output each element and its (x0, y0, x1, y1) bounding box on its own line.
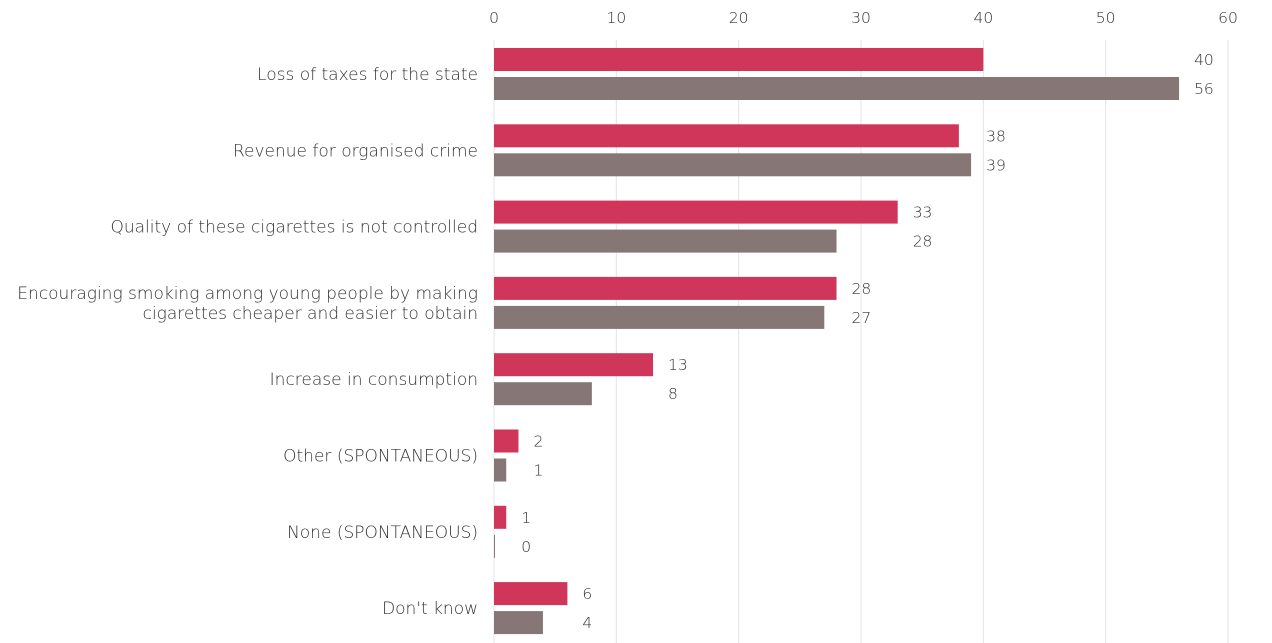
data-label: 33 (913, 204, 933, 222)
bar-series-2 (494, 153, 972, 177)
bar-series-1 (494, 276, 837, 300)
data-label: 56 (1194, 80, 1214, 98)
category-label: Loss of taxes for the state (257, 65, 478, 85)
bar-series-2 (494, 305, 825, 329)
x-axis: 0 10 20 30 40 50 60 (489, 9, 1238, 27)
bar-series-1 (494, 48, 984, 71)
x-tick-label: 40 (973, 9, 993, 27)
category-label: Quality of these cigarettes is not contr… (110, 218, 478, 238)
bar-series-2 (494, 611, 543, 635)
category-label: Other (SPONTANEOUS) (283, 447, 478, 467)
bar-series-1 (494, 200, 898, 224)
data-label: 39 (986, 156, 1006, 174)
x-tick-label: 30 (851, 9, 871, 27)
bar-series-1 (494, 582, 568, 606)
category-labels: Loss of taxes for the state Revenue for o… (17, 65, 478, 619)
data-label: 28 (913, 233, 933, 251)
bar-series-1 (494, 429, 519, 453)
data-label: 13 (668, 356, 688, 374)
category-label: Revenue for organised crime (233, 141, 478, 161)
data-label: 6 (582, 585, 592, 603)
category-label: Encouraging smoking among young people b… (17, 284, 478, 304)
bar-series-1 (494, 124, 959, 148)
x-tick-label: 60 (1218, 9, 1238, 27)
bar-series-2 (494, 382, 592, 406)
data-label: 2 (533, 433, 543, 451)
data-labels: 40 56 38 39 33 28 28 27 13 8 2 1 1 0 6 4 (521, 51, 1214, 632)
data-label: 8 (668, 385, 678, 403)
bar-series-1 (494, 505, 507, 529)
category-label: cigarettes cheaper and easier to obtain (143, 304, 478, 324)
x-tick-label: 20 (729, 9, 749, 27)
data-label: 0 (521, 538, 531, 556)
x-tick-label: 0 (489, 9, 499, 27)
bar-series-1 (494, 353, 654, 377)
bar-series-2 (494, 534, 495, 558)
data-label: 40 (1194, 51, 1214, 69)
bar-series-2 (494, 229, 837, 253)
x-tick-label: 10 (606, 9, 626, 27)
bar-series-2 (494, 77, 1180, 100)
data-label: 28 (852, 280, 872, 298)
data-label: 4 (582, 614, 592, 632)
data-label: 38 (986, 127, 1006, 145)
category-label: Don't know (382, 599, 478, 619)
data-label: 1 (521, 509, 531, 527)
bar-series-2 (494, 458, 507, 482)
x-tick-label: 50 (1096, 9, 1116, 27)
bars (494, 48, 1180, 635)
category-label: Increase in consumption (270, 370, 478, 390)
data-label: 27 (852, 309, 872, 327)
category-label: None (SPONTANEOUS) (287, 523, 478, 543)
data-label: 1 (533, 462, 543, 480)
